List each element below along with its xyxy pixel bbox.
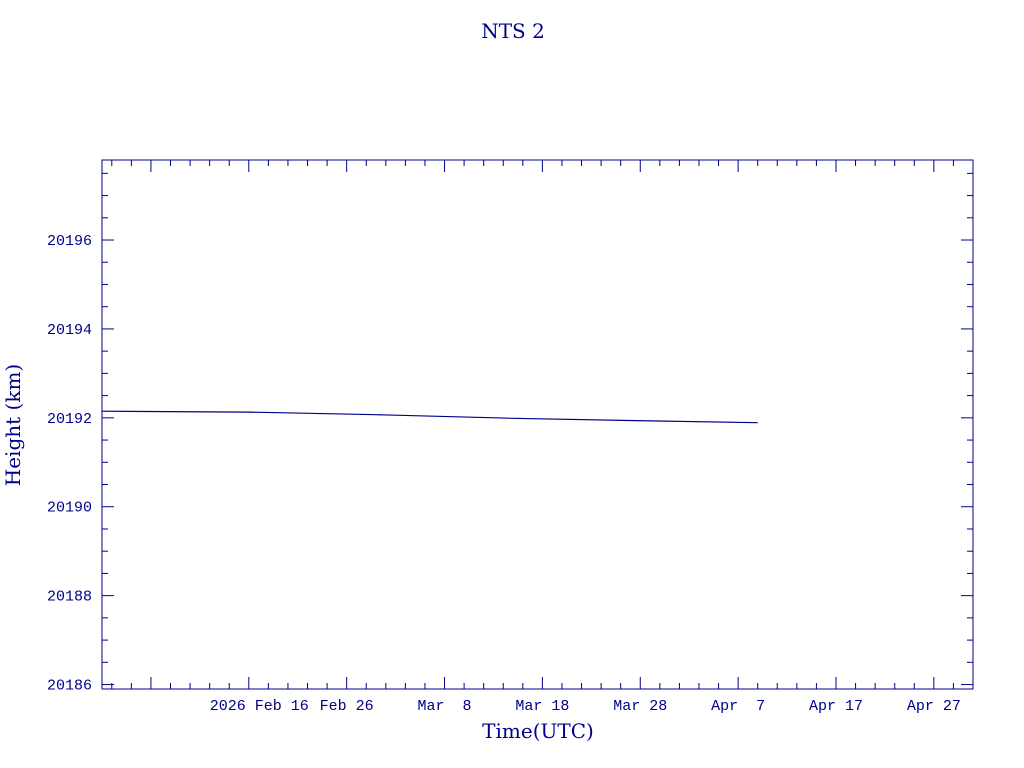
chart-title: NTS 2 (481, 19, 545, 43)
y-axis: 20186 20188 20190 20192 20194 20196 (47, 172, 973, 695)
y-tick-label: 20196 (47, 233, 92, 250)
y-tick-label: 20194 (47, 322, 92, 339)
x-tick-label: Feb 26 (320, 698, 374, 715)
x-axis-label: Time(UTC) (482, 719, 594, 743)
y-tick-label: 20192 (47, 411, 92, 428)
y-tick-label: 20190 (47, 500, 92, 517)
x-tick-label: Mar 8 (418, 698, 472, 715)
x-axis: 2026 Feb 16 Feb 26 Mar 8 Mar 18 Mar 28 Apr 7 A… (111, 160, 974, 715)
x-tick-label: Mar 18 (515, 698, 569, 715)
y-tick-label: 20186 (47, 678, 92, 695)
series-layer (101, 410, 758, 424)
x-tick-label: Mar 28 (613, 698, 667, 715)
series-line-0 (101, 410, 758, 424)
x-tick-label: Apr 7 (711, 698, 765, 715)
x-tick-label: Apr 27 (907, 698, 961, 715)
y-axis-label: Height (km) (1, 364, 25, 486)
x-tick-label: 2026 Feb 16 (210, 698, 309, 715)
x-tick-label: Apr 17 (809, 698, 863, 715)
plot-frame (101, 159, 974, 690)
y-tick-label: 20188 (47, 589, 92, 606)
